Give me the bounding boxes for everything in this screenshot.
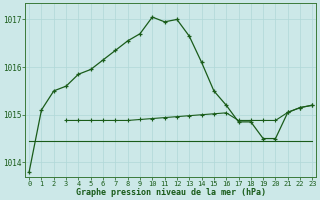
X-axis label: Graphe pression niveau de la mer (hPa): Graphe pression niveau de la mer (hPa) xyxy=(76,188,266,197)
